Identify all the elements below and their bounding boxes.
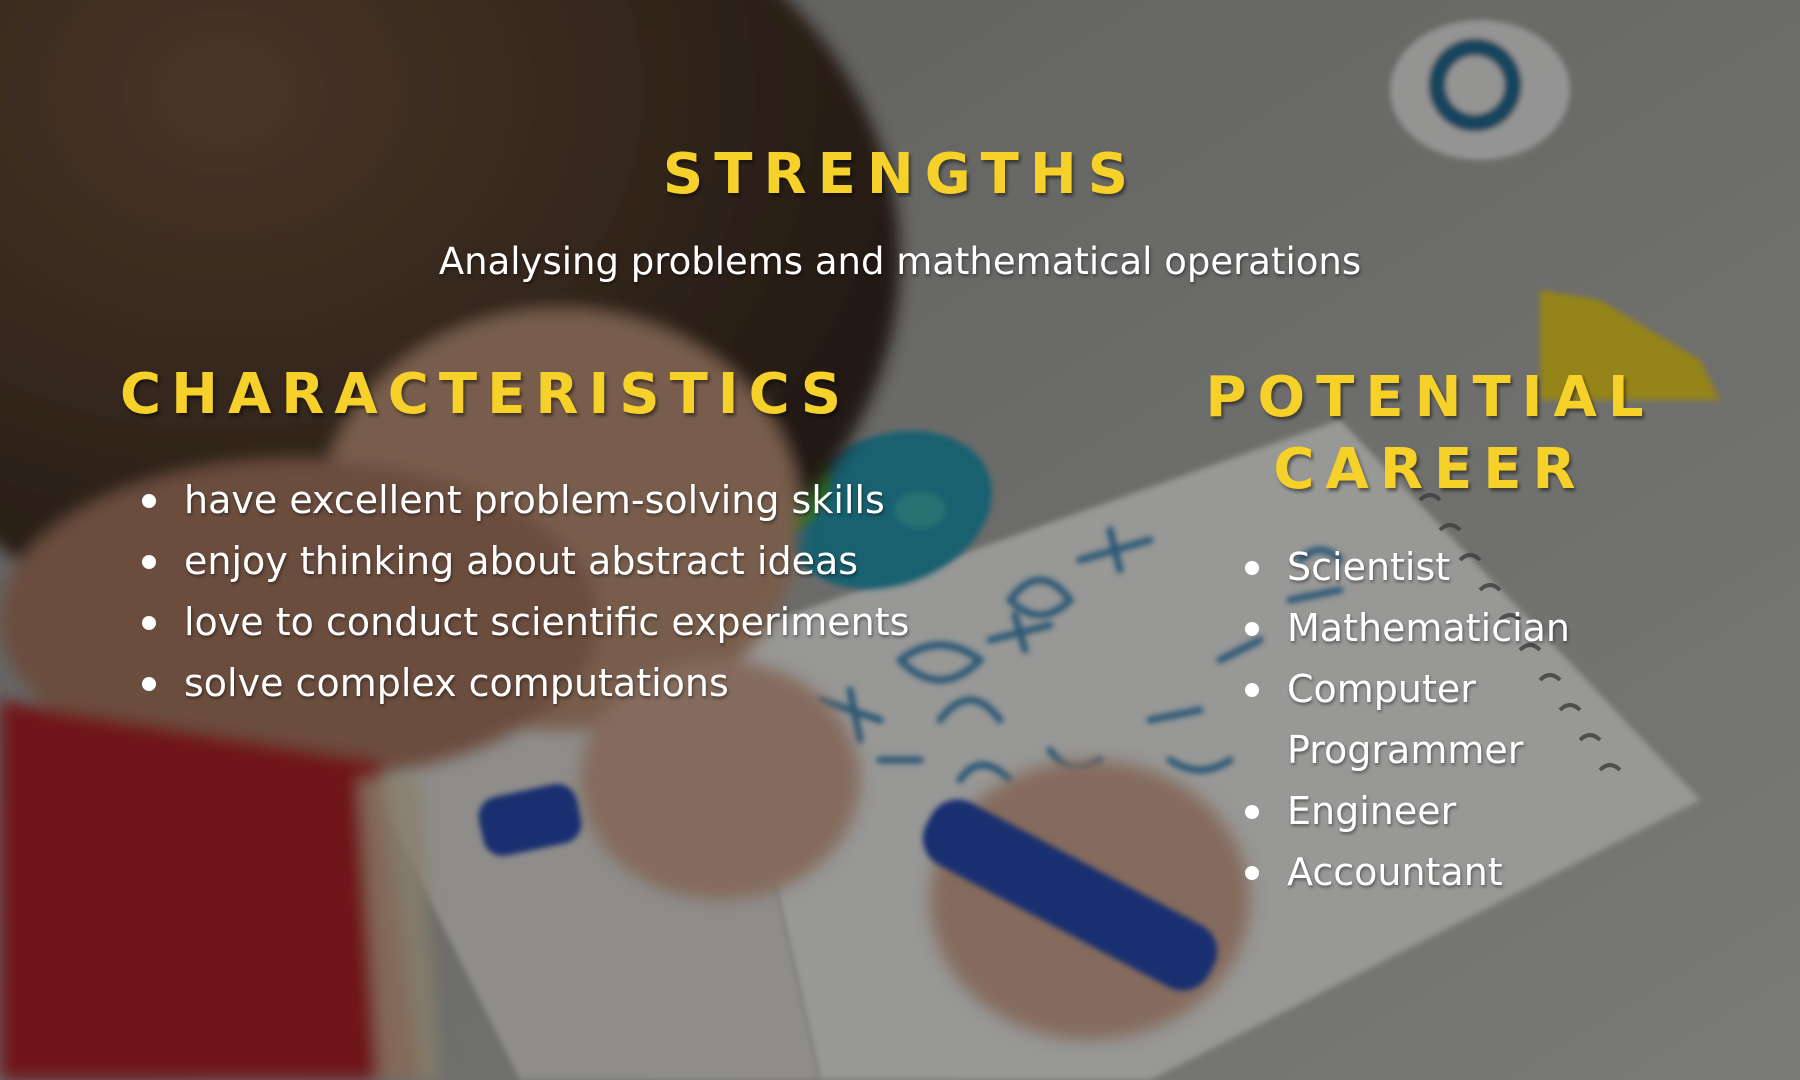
strengths-title: STRENGTHS <box>662 142 1140 207</box>
strengths-subtitle: Analysing problems and mathematical oper… <box>438 240 1362 283</box>
list-item: solve complex computations <box>142 653 909 714</box>
foam-number-8 <box>788 430 992 590</box>
career-list: Scientist Mathematician Computer Program… <box>1245 537 1575 903</box>
list-item: Computer Programmer <box>1245 659 1575 781</box>
list-item: enjoy thinking about abstract ideas <box>142 531 909 592</box>
list-item: Engineer <box>1245 781 1575 842</box>
list-item: Scientist <box>1245 537 1575 598</box>
list-item: Accountant <box>1245 842 1575 903</box>
list-item: have excellent problem-solving skills <box>142 470 909 531</box>
list-item: Mathematician <box>1245 598 1575 659</box>
foam-number-9 <box>1390 20 1570 160</box>
characteristics-list: have excellent problem-solving skills en… <box>142 470 909 714</box>
career-title: POTENTIAL CAREER <box>1205 365 1655 502</box>
characteristics-title: CHARACTERISTICS <box>120 362 852 427</box>
child-figure <box>0 0 1250 1080</box>
list-item: love to conduct scientific experiments <box>142 592 909 653</box>
foam-number-4 <box>1540 290 1720 400</box>
